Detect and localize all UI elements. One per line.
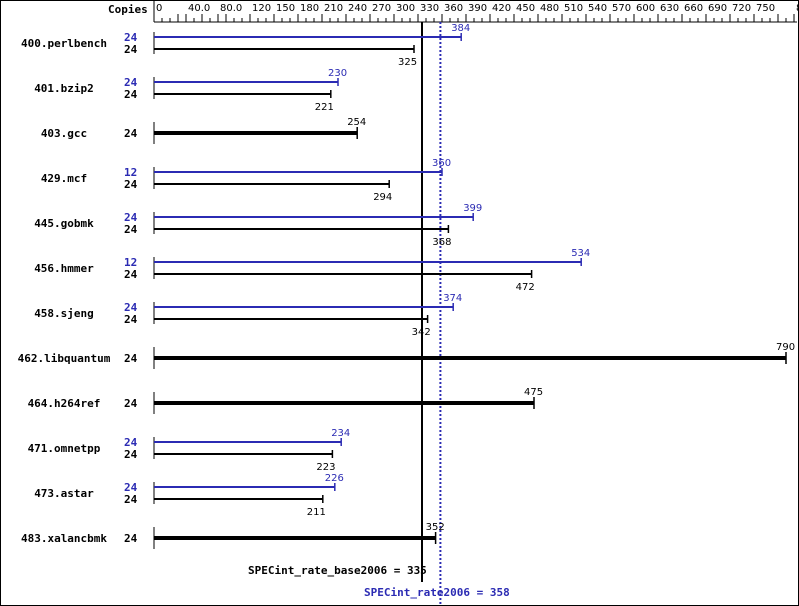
peak-value-label: 360 <box>432 158 451 169</box>
base-copies: 24 <box>124 397 138 410</box>
base-value-label: 342 <box>412 327 431 338</box>
tick-label: 540 <box>588 3 607 14</box>
peak-copies: 24 <box>124 31 138 44</box>
tick-label: 800 <box>796 3 799 14</box>
tick-label: 570 <box>612 3 631 14</box>
base-value-label: 294 <box>373 192 392 203</box>
tick-label: 300 <box>396 3 415 14</box>
axis-label: Copies <box>108 3 148 16</box>
base-value-label: 223 <box>316 462 335 473</box>
base-copies: 24 <box>124 313 138 326</box>
base-copies: 24 <box>124 352 138 365</box>
benchmark-label: 445.gobmk <box>34 217 94 230</box>
tick-label: 690 <box>708 3 727 14</box>
benchmark-label: 462.libquantum <box>18 352 111 365</box>
peak-value-label: 384 <box>451 23 470 34</box>
base-copies: 24 <box>124 88 138 101</box>
tick-label: 360 <box>444 3 463 14</box>
base-copies: 24 <box>124 223 138 236</box>
peak-value-label: 374 <box>443 293 462 304</box>
tick-label: 630 <box>660 3 679 14</box>
benchmark-label: 456.hmmer <box>34 262 94 275</box>
base-copies: 24 <box>124 493 138 506</box>
peak-copies: 24 <box>124 436 138 449</box>
base-value-label: 352 <box>426 522 445 533</box>
tick-label: 390 <box>468 3 487 14</box>
peak-copies: 24 <box>124 76 138 89</box>
tick-label: 270 <box>372 3 391 14</box>
tick-label: 480 <box>540 3 559 14</box>
tick-label: 40.0 <box>188 3 210 14</box>
peak-copies: 12 <box>124 166 137 179</box>
tick-label: 0 <box>156 3 162 14</box>
tick-label: 180 <box>300 3 319 14</box>
benchmark-label: 429.mcf <box>41 172 87 185</box>
base-value-label: 790 <box>776 342 795 353</box>
base-value-label: 475 <box>524 387 543 398</box>
base-value-label: 325 <box>398 57 417 68</box>
tick-label: 210 <box>324 3 343 14</box>
tick-label: 80.0 <box>220 3 242 14</box>
benchmark-label: 473.astar <box>34 487 94 500</box>
base-copies: 24 <box>124 532 138 545</box>
benchmark-label: 403.gcc <box>41 127 87 140</box>
tick-label: 600 <box>636 3 655 14</box>
peak-metric-label: SPECint_rate2006 = 358 <box>364 586 510 599</box>
tick-label: 510 <box>564 3 583 14</box>
tick-label: 150 <box>276 3 295 14</box>
tick-label: 120 <box>252 3 271 14</box>
benchmark-label: 464.h264ref <box>28 397 101 410</box>
peak-value-label: 226 <box>325 473 344 484</box>
peak-copies: 24 <box>124 481 138 494</box>
tick-label: 660 <box>684 3 703 14</box>
base-value-label: 211 <box>307 507 326 518</box>
base-value-label: 254 <box>347 117 366 128</box>
base-value-label: 472 <box>516 282 535 293</box>
base-copies: 24 <box>124 448 138 461</box>
peak-value-label: 534 <box>571 248 590 259</box>
base-copies: 24 <box>124 43 138 56</box>
benchmark-label: 483.xalancbmk <box>21 532 107 545</box>
tick-label: 750 <box>756 3 775 14</box>
benchmark-label: 400.perlbench <box>21 37 107 50</box>
peak-value-label: 230 <box>328 68 347 79</box>
base-copies: 24 <box>124 178 138 191</box>
benchmark-label: 471.omnetpp <box>28 442 101 455</box>
peak-copies: 12 <box>124 256 137 269</box>
peak-copies: 24 <box>124 301 138 314</box>
tick-label: 420 <box>492 3 511 14</box>
tick-label: 720 <box>732 3 751 14</box>
base-copies: 24 <box>124 268 138 281</box>
benchmark-label: 401.bzip2 <box>34 82 94 95</box>
peak-value-label: 399 <box>463 203 482 214</box>
peak-value-label: 234 <box>331 428 350 439</box>
base-metric-label: SPECint_rate_base2006 = 335 <box>248 564 427 577</box>
base-value-label: 221 <box>315 102 334 113</box>
tick-label: 450 <box>516 3 535 14</box>
base-value-label: 368 <box>432 237 451 248</box>
base-copies: 24 <box>124 127 138 140</box>
peak-copies: 24 <box>124 211 138 224</box>
tick-label: 330 <box>420 3 439 14</box>
tick-label: 240 <box>348 3 367 14</box>
benchmark-label: 458.sjeng <box>34 307 94 320</box>
